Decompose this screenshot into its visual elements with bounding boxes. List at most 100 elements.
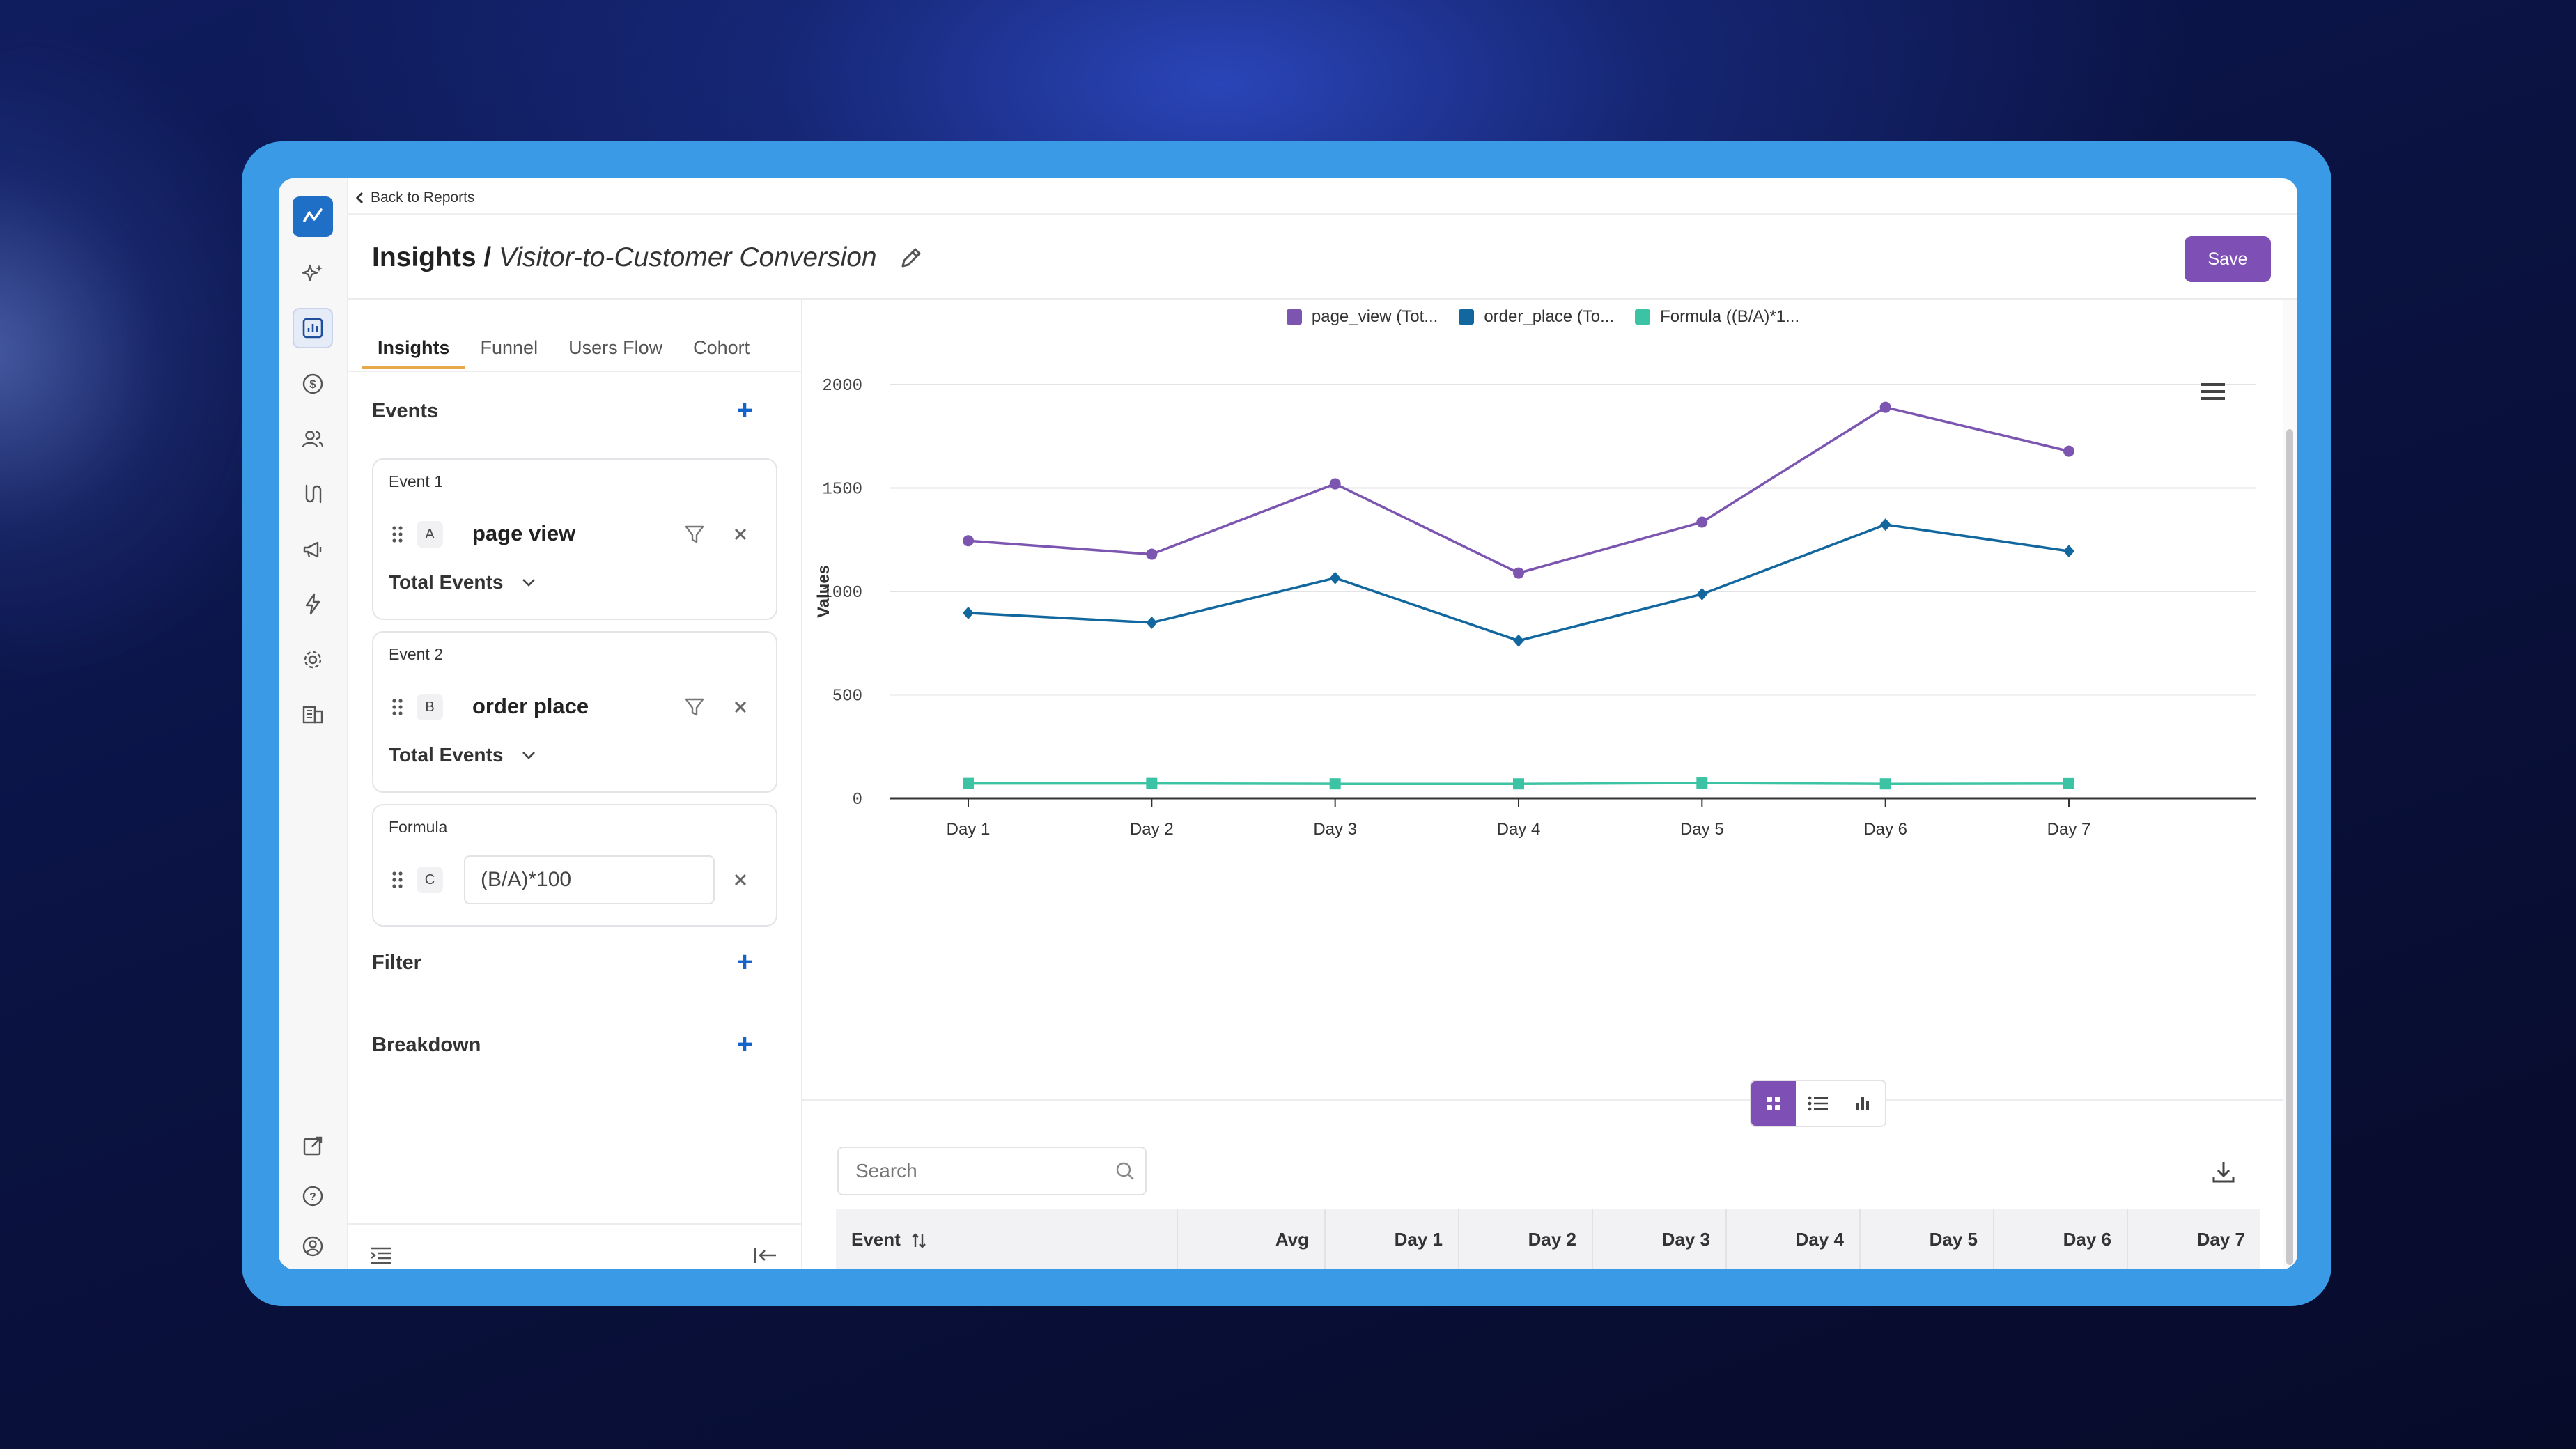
indent-list-icon[interactable] (369, 1246, 393, 1265)
data-point (2063, 777, 2074, 789)
remove-event-icon[interactable] (730, 697, 751, 718)
report-type-tabs: Insights Funnel Users Flow Cohort (362, 327, 765, 369)
header-divider (348, 298, 2297, 300)
data-point (2063, 545, 2074, 558)
events-title: Events (372, 400, 439, 422)
add-breakdown-button[interactable]: + (736, 1029, 753, 1060)
breakdown-title: Breakdown (372, 1034, 481, 1056)
data-point (1329, 571, 1341, 584)
building-icon[interactable] (293, 694, 333, 734)
data-point (2063, 445, 2074, 457)
data-point (1329, 778, 1341, 790)
metric-dropdown[interactable]: Total Events (389, 571, 536, 594)
top-divider (348, 213, 2297, 215)
x-tick-label: Day 4 (1497, 820, 1541, 839)
back-label: Back to Reports (371, 189, 475, 206)
svg-text:$: $ (309, 378, 316, 391)
column-header-day6[interactable]: Day 6 (1994, 1209, 2128, 1269)
page-title: Insights / Visitor-to-Customer Conversio… (372, 242, 877, 273)
column-header-day5[interactable]: Day 5 (1860, 1209, 1994, 1269)
help-icon[interactable]: ? (293, 1176, 333, 1216)
drag-handle-icon[interactable] (390, 524, 405, 545)
account-icon[interactable] (293, 1226, 333, 1266)
tabs-divider (348, 371, 801, 372)
reports-icon[interactable] (293, 308, 333, 348)
y-tick-label: 0 (853, 791, 862, 809)
bar-view-button[interactable] (1840, 1081, 1885, 1126)
column-header-avg[interactable]: Avg (1177, 1209, 1326, 1269)
external-link-icon[interactable] (293, 1126, 333, 1166)
back-to-reports-link[interactable]: Back to Reports (355, 184, 474, 212)
megaphone-icon[interactable] (293, 529, 333, 570)
legend-swatch (1286, 309, 1302, 325)
add-event-button[interactable]: + (736, 395, 753, 426)
view-toggle (1750, 1080, 1886, 1127)
legend-item-page-view[interactable]: page_view (Tot... (1286, 307, 1438, 327)
x-tick-label: Day 3 (1313, 820, 1357, 839)
grid-view-button[interactable] (1751, 1081, 1796, 1126)
dollar-icon[interactable]: $ (293, 364, 333, 404)
drag-handle-icon[interactable] (390, 869, 405, 890)
legend-item-order-place[interactable]: order_place (To... (1459, 307, 1614, 327)
event-letter-badge: A (417, 521, 443, 548)
x-tick-label: Day 6 (1863, 820, 1907, 839)
section-label: Insights / (372, 242, 492, 272)
chevron-down-icon (522, 752, 536, 759)
sort-icon[interactable] (910, 1232, 927, 1250)
y-axis-label: Values (814, 565, 833, 618)
data-point (1513, 778, 1524, 790)
query-panel: Insights Funnel Users Flow Cohort Events… (348, 300, 802, 1269)
legend-item-formula[interactable]: Formula ((B/A)*1... (1635, 307, 1799, 327)
x-tick-label: Day 5 (1680, 820, 1724, 839)
lightning-icon[interactable] (293, 584, 333, 624)
logo-icon[interactable] (293, 196, 333, 237)
event-name[interactable]: page view (472, 521, 576, 545)
metric-dropdown[interactable]: Total Events (389, 744, 536, 766)
formula-input[interactable] (464, 855, 715, 904)
download-icon[interactable] (2210, 1158, 2237, 1186)
metric-value: Total Events (389, 744, 504, 766)
x-tick-label: Day 7 (2047, 820, 2091, 839)
column-header-day7[interactable]: Day 7 (2127, 1209, 2260, 1269)
gear-icon[interactable] (293, 640, 333, 680)
data-point (963, 535, 974, 547)
y-tick-label: 1500 (822, 481, 862, 499)
filter-funnel-icon[interactable] (683, 522, 706, 546)
column-header-day3[interactable]: Day 3 (1592, 1209, 1727, 1269)
collapse-panel-icon[interactable] (752, 1246, 779, 1265)
tab-insights[interactable]: Insights (362, 327, 465, 369)
data-point (1879, 518, 1891, 532)
column-header-day1[interactable]: Day 1 (1325, 1209, 1459, 1269)
data-point (1879, 778, 1891, 790)
app-window: $ ? Back to Reports (279, 178, 2297, 1269)
data-point (1696, 516, 1708, 528)
add-filter-button[interactable]: + (736, 947, 753, 977)
filter-funnel-icon[interactable] (683, 695, 706, 719)
flows-icon[interactable] (293, 474, 333, 514)
column-header-day4[interactable]: Day 4 (1726, 1209, 1861, 1269)
list-icon (1808, 1096, 1828, 1111)
scrollbar-thumb[interactable] (2286, 429, 2293, 1265)
tab-cohort[interactable]: Cohort (693, 337, 750, 358)
event-letter-badge: B (417, 694, 443, 720)
chart-menu-icon[interactable] (2198, 379, 2228, 404)
remove-event-icon[interactable] (730, 524, 751, 545)
column-header-event[interactable]: Event (836, 1209, 1178, 1269)
tab-funnel[interactable]: Funnel (480, 337, 538, 358)
column-header-day2[interactable]: Day 2 (1459, 1209, 1593, 1269)
edit-pencil-icon[interactable] (897, 244, 925, 272)
data-point (1146, 777, 1158, 789)
drag-handle-icon[interactable] (390, 697, 405, 718)
x-tick-label: Day 2 (1130, 820, 1174, 839)
event-label: Event 1 (389, 472, 443, 490)
list-view-button[interactable] (1796, 1081, 1840, 1126)
sparkle-icon[interactable] (293, 254, 333, 294)
main-content: page_view (Tot... order_place (To... For… (802, 300, 2283, 1269)
data-point (1329, 478, 1341, 490)
search-input[interactable] (837, 1147, 1147, 1195)
event-name[interactable]: order place (472, 694, 589, 718)
save-button[interactable]: Save (2185, 236, 2271, 282)
remove-formula-icon[interactable] (730, 869, 751, 890)
tab-users-flow[interactable]: Users Flow (568, 337, 663, 358)
users-icon[interactable] (293, 419, 333, 460)
